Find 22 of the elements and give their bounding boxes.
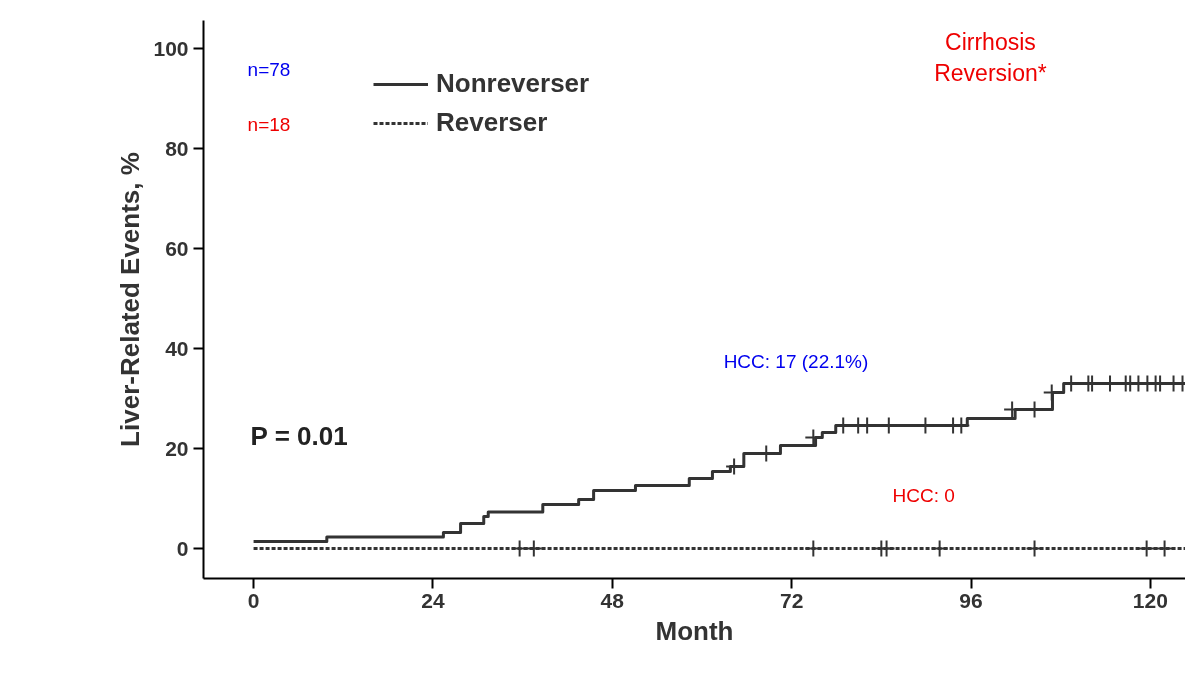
- annotation: HCC: 17 (22.1%): [723, 350, 869, 372]
- x-tick-label: 120: [1132, 588, 1168, 612]
- y-tick-label: 0: [176, 536, 189, 560]
- annotation: n=18: [247, 113, 291, 135]
- y-tick-label: 40: [165, 336, 189, 360]
- legend-label: Nonreverser: [436, 68, 590, 99]
- annotation: Cirrhosis Reversion*: [934, 28, 1047, 86]
- y-tick-label: 100: [153, 36, 189, 60]
- y-tick-label: 80: [165, 136, 189, 160]
- legend-label: Reverser: [436, 107, 548, 138]
- x-tick-label: 48: [600, 588, 625, 612]
- x-tick-label: 0: [247, 588, 260, 612]
- x-tick-label: 72: [779, 588, 804, 612]
- x-tick-label: 24: [421, 588, 445, 612]
- annotation: P = 0.01: [250, 420, 348, 451]
- annotation: n=78: [247, 58, 291, 80]
- y-tick-label: 20: [165, 436, 189, 460]
- y-axis-title: Liver-Related Events, %: [115, 152, 146, 447]
- x-tick-label: 96: [959, 588, 983, 612]
- annotation: HCC: 0: [892, 484, 955, 506]
- x-axis-title: Month: [655, 615, 734, 646]
- y-tick-label: 60: [165, 236, 189, 260]
